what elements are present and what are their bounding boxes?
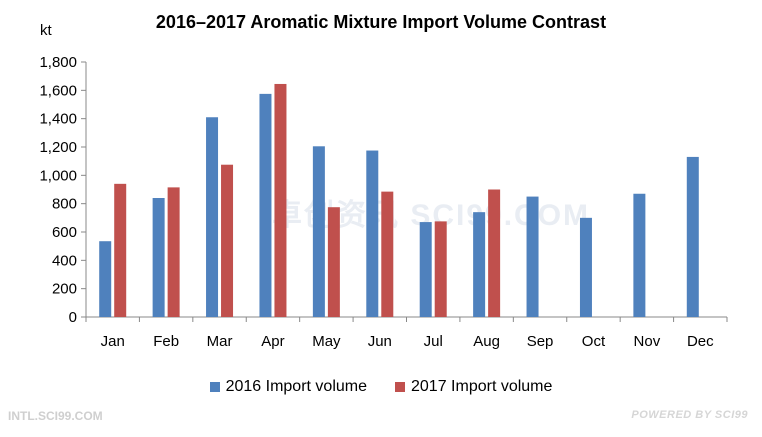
bar-2016-jul [419,222,432,317]
footer-left: INTL.SCI99.COM [8,409,103,423]
legend-label-2016: 2016 Import volume [225,378,367,395]
y-tick-label: 1,000 [39,167,77,184]
bar-2016-nov [633,193,646,317]
y-tick-label: 800 [52,196,77,213]
x-tick-label: Aug [473,333,500,350]
x-tick-label: Sep [527,333,554,350]
x-tick-label: May [312,333,341,350]
bar-2016-aug [473,212,486,317]
y-tick-label: 600 [52,224,77,241]
x-tick-label: Apr [261,333,284,350]
bar-2016-jun [366,150,379,317]
y-axis-unit: kt [40,22,52,39]
x-tick-label: Dec [687,333,714,350]
y-tick-label: 1,800 [39,54,77,71]
bar-2016-dec [686,156,699,317]
legend-item-2017: 2017 Import volume [395,378,552,396]
bar-2017-jun [381,191,394,317]
bar-2017-apr [274,83,287,317]
y-tick-label: 400 [52,252,77,269]
x-tick-label: Feb [153,333,179,350]
legend-swatch-2017 [395,382,405,392]
y-tick-label: 1,400 [39,111,77,128]
bar-2016-may [312,146,325,317]
legend-swatch-2016 [209,382,220,392]
legend: 2016 Import volume 2017 Import volume [0,378,762,396]
legend-label-2017: 2017 Import volume [411,378,553,395]
bar-2016-feb [152,198,165,317]
bar-2016-sep [526,196,539,317]
bar-2017-may [327,207,340,317]
y-tick-label: 1,600 [39,82,77,99]
bar-2017-feb [167,187,180,317]
bar-2017-aug [488,189,501,317]
x-tick-label: Mar [207,333,233,350]
chart-title: 2016–2017 Aromatic Mixture Import Volume… [155,12,607,32]
x-tick-label: Jun [368,333,392,350]
x-tick-label: Oct [582,333,606,350]
bar-2017-jul [434,221,447,317]
x-tick-label: Jul [424,333,443,350]
y-tick-label: 0 [69,309,77,326]
x-tick-label: Nov [634,333,661,350]
bar-2016-jan [99,241,112,317]
bar-2016-oct [579,217,592,317]
x-tick-label: Jan [101,333,125,350]
bar-2017-mar [221,164,234,317]
y-tick-label: 200 [52,281,77,298]
bar-2016-apr [259,93,272,317]
bar-2017-jan [114,183,127,317]
bar-2016-mar [206,117,219,317]
legend-item-2016: 2016 Import volume [209,378,367,396]
y-tick-label: 1,200 [39,139,77,156]
footer-right: POWERED BY SCI99 [631,409,748,421]
